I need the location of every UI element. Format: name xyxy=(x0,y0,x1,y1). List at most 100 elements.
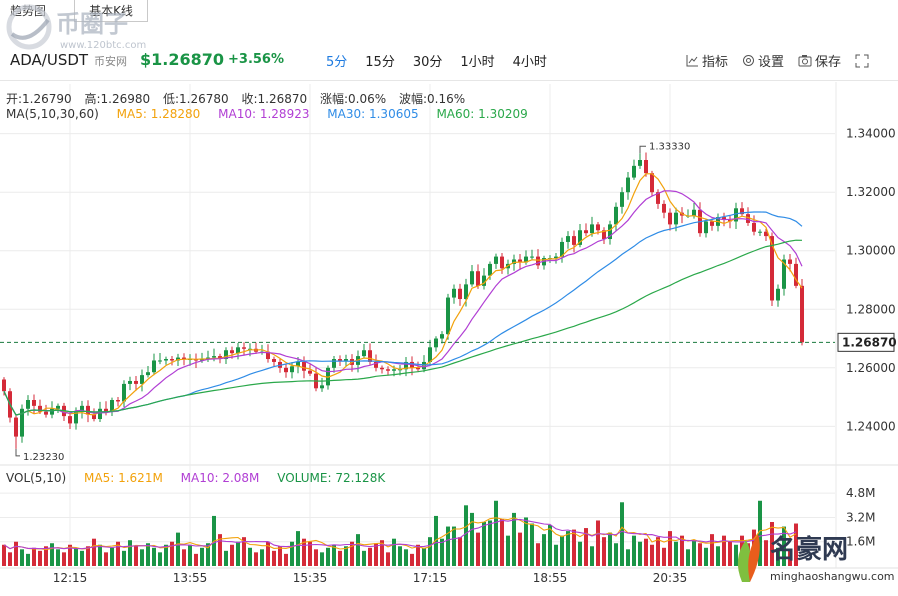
volume-bar xyxy=(536,543,540,566)
volume-bar xyxy=(554,544,558,566)
volume-bar xyxy=(338,550,342,566)
candle-body xyxy=(224,350,228,360)
volume-bar xyxy=(38,550,42,566)
candle-body xyxy=(92,414,96,420)
volume-bar xyxy=(386,552,390,566)
high-marker xyxy=(639,145,646,154)
volume-bar xyxy=(242,537,246,566)
ma60-line xyxy=(3,239,803,416)
volume-bar xyxy=(326,547,330,566)
candle-body xyxy=(152,360,156,373)
volume-bar xyxy=(80,550,84,566)
volume-bar xyxy=(248,547,252,566)
candle-body xyxy=(182,357,186,360)
candle-body xyxy=(56,405,60,409)
candle-body xyxy=(74,411,78,424)
volume-bar xyxy=(278,546,282,566)
volume-bar xyxy=(470,512,474,566)
ohlc-readout: 开:1.26790 高:1.26980 低:1.26780 收:1.26870 … xyxy=(6,90,474,107)
interval-4h[interactable]: 4小时 xyxy=(512,55,547,70)
volume-bar xyxy=(8,552,12,566)
volume-bar xyxy=(140,549,144,566)
candle-body xyxy=(212,356,216,358)
volume-bar xyxy=(134,546,138,566)
candle-body xyxy=(650,173,654,193)
volume-bar xyxy=(632,535,636,566)
fullscreen-button[interactable] xyxy=(855,51,872,70)
volume-bar xyxy=(308,541,312,566)
candle-body xyxy=(584,230,588,234)
indicators-button[interactable]: 指标 xyxy=(686,51,728,70)
interval-5m[interactable]: 5分 xyxy=(326,55,348,70)
volume-bar xyxy=(512,512,516,566)
candle-body xyxy=(86,405,90,415)
candle-body xyxy=(80,405,84,412)
volume-bar xyxy=(152,547,156,566)
candle-body xyxy=(32,400,36,406)
candle-body xyxy=(476,271,480,286)
volume-bar xyxy=(578,541,582,566)
svg-text:minghaoshangwu.com: minghaoshangwu.com xyxy=(770,570,894,583)
volume-bar xyxy=(572,529,576,566)
volume-bar xyxy=(302,538,306,566)
svg-text:www.120btc.com: www.120btc.com xyxy=(60,40,146,51)
volume-bar xyxy=(200,547,204,566)
volume-bar xyxy=(182,549,186,566)
candle-body xyxy=(572,236,576,245)
volume-tick-label: 1.6M xyxy=(846,535,875,549)
volume-bar xyxy=(716,546,720,566)
candle-body xyxy=(44,411,48,415)
candle-body xyxy=(416,367,420,370)
candle-body xyxy=(110,400,114,412)
price-tick-label: 1.26000 xyxy=(846,361,896,375)
candle-body xyxy=(122,383,126,402)
volume-bar xyxy=(380,540,384,566)
header-divider xyxy=(0,80,898,81)
ma60-value: MA60: 1.30209 xyxy=(436,107,528,121)
volume-bar xyxy=(296,531,300,566)
volume-bar xyxy=(776,547,780,566)
save-button[interactable]: 保存 xyxy=(798,51,841,70)
volume-bar xyxy=(188,544,192,566)
volume-bar xyxy=(164,544,168,566)
candle-body xyxy=(758,231,762,233)
volume-bar xyxy=(770,522,774,566)
candle-body xyxy=(116,400,120,402)
interval-30m[interactable]: 30分 xyxy=(412,55,443,70)
candle-body xyxy=(386,369,390,371)
candle-body xyxy=(710,221,714,226)
volume-bar xyxy=(194,553,198,566)
volume-tick-label: 3.2M xyxy=(846,510,875,524)
candle-body xyxy=(428,347,432,362)
candle-body xyxy=(200,359,204,361)
volume-bar xyxy=(398,546,402,566)
candle-body xyxy=(794,263,798,286)
volume-bar xyxy=(236,541,240,566)
volume-bar xyxy=(110,547,114,566)
volume-tick-label: 4.8M xyxy=(846,486,875,500)
candle-body xyxy=(560,241,564,257)
exchange-name: 币安网 xyxy=(94,55,127,68)
volume-bar xyxy=(458,537,462,566)
candle-body xyxy=(626,177,630,193)
volume-bar xyxy=(26,553,30,566)
candle-body xyxy=(722,217,726,220)
time-tick-label: 17:15 xyxy=(413,571,448,585)
tab-basic-kline[interactable]: 基本K线 xyxy=(74,0,148,22)
candle-body xyxy=(98,408,102,420)
volume-bar xyxy=(86,546,90,566)
volume-bar xyxy=(524,517,528,566)
candle-body xyxy=(146,372,150,376)
price-tick-label: 1.34000 xyxy=(846,127,896,141)
low-annotation: 1.23230 xyxy=(23,452,64,463)
interval-1h[interactable]: 1小时 xyxy=(460,55,495,70)
candle-body xyxy=(620,192,624,207)
interval-15m[interactable]: 15分 xyxy=(365,55,395,70)
settings-button[interactable]: 设置 xyxy=(742,51,784,70)
time-tick-label: 12:15 xyxy=(53,571,88,585)
candle-body xyxy=(14,417,18,437)
price-tick-label: 1.28000 xyxy=(846,302,896,316)
camera-icon xyxy=(798,55,812,67)
candle-body xyxy=(104,408,108,412)
